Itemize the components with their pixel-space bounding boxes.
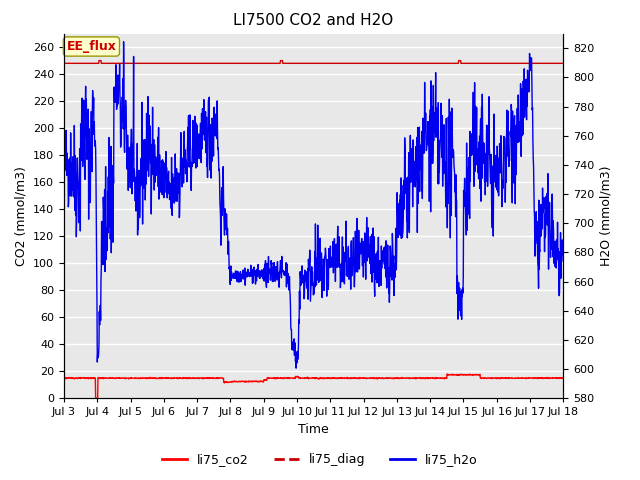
Text: EE_flux: EE_flux [67, 40, 116, 53]
Y-axis label: CO2 (mmol/m3): CO2 (mmol/m3) [15, 166, 28, 266]
Legend: li75_co2, li75_diag, li75_h2o: li75_co2, li75_diag, li75_h2o [157, 448, 483, 471]
Y-axis label: H2O (mmol/m3): H2O (mmol/m3) [600, 166, 612, 266]
X-axis label: Time: Time [298, 423, 329, 436]
Title: LI7500 CO2 and H2O: LI7500 CO2 and H2O [234, 13, 394, 28]
